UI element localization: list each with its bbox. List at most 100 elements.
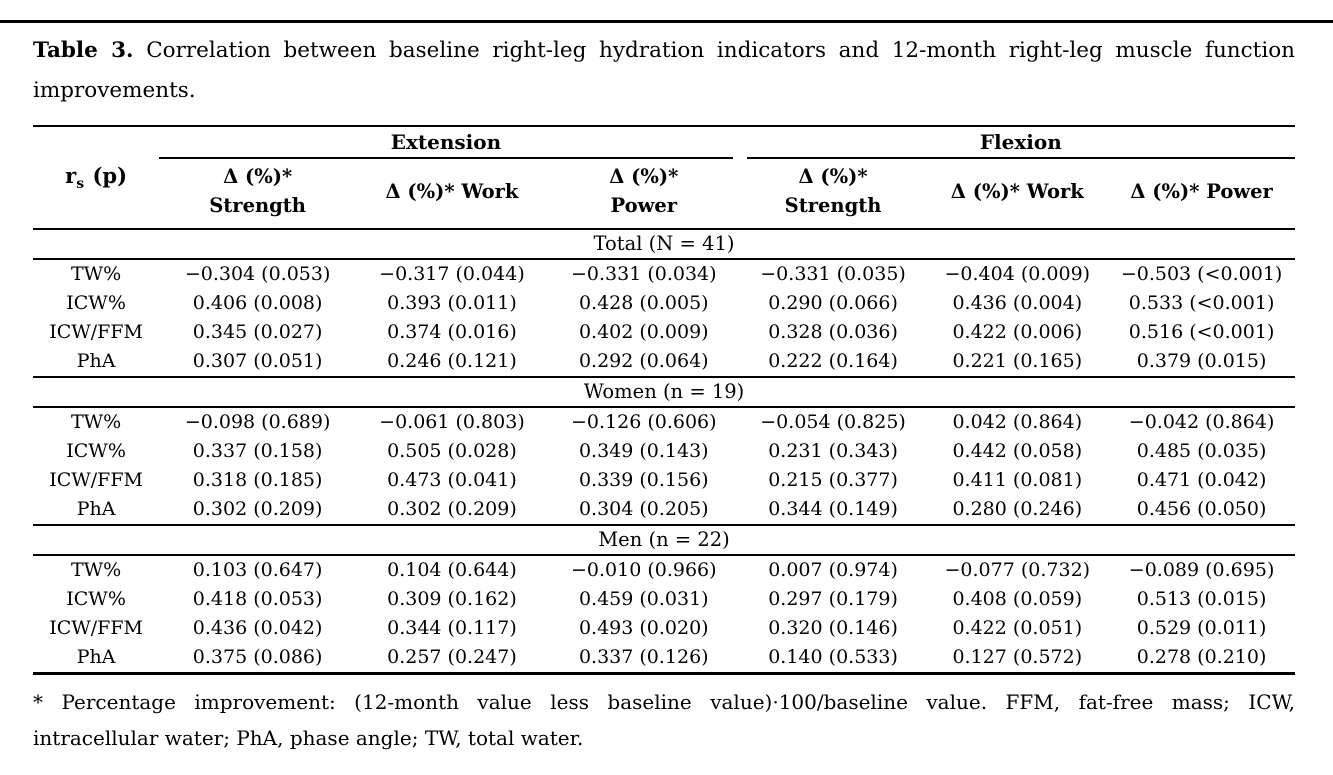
corner-header-subscript: s [76,176,85,193]
corner-header-base: r [65,162,77,188]
value-cell: 0.278 (0.210) [1136,646,1267,668]
column-header-ext-work: Δ (%)* Work [356,159,548,230]
row-label: ICW/FFM [49,321,143,343]
value-cell: 0.337 (0.158) [192,440,323,462]
value-cell: 0.379 (0.015) [1136,350,1267,372]
table-caption-label: Table 3. [33,38,134,63]
value-cell: 0.246 (0.121) [387,350,517,372]
row-label: PhA [76,498,116,520]
data-row: ICW/FFM 0.345 (0.027) 0.374 (0.016) 0.402 (… [33,318,1295,347]
value-cell: −0.098 (0.689) [184,411,331,433]
row-label: ICW/FFM [49,617,143,639]
value-cell: 0.302 (0.209) [192,498,323,520]
value-cell: −0.317 (0.044) [379,263,525,285]
row-label: PhA [76,350,116,372]
table-caption-text: Correlation between baseline right-leg h… [146,38,1295,63]
value-cell: 0.337 (0.126) [578,646,709,668]
value-cell: 0.140 (0.533) [768,646,898,668]
value-cell: 0.516 (<0.001) [1128,321,1275,343]
row-label: ICW% [66,292,126,314]
value-cell: 0.406 (0.008) [192,292,323,314]
value-cell: −0.010 (0.966) [570,559,717,581]
value-cell: −0.503 (<0.001) [1120,263,1283,285]
section-header-row: Women (n = 19) [33,376,1295,408]
row-label: TW% [70,411,122,433]
row-label: TW% [70,559,122,581]
row-label: PhA [76,646,116,668]
column-header-ext-power: Δ (%)* Power [547,159,740,230]
data-row: ICW% 0.406 (0.008) 0.393 (0.011) 0.428 (0.0… [33,289,1295,318]
group-header-flexion-label: Flexion [746,127,1295,159]
value-cell: 0.456 (0.050) [1136,498,1267,520]
value-cell: 0.436 (0.004) [952,292,1083,314]
table-header: rs (p) Extension Flexion Δ (%)* Strength… [33,126,1295,230]
column-header-ext-strength: Δ (%)* Strength [159,159,357,230]
value-cell: −0.042 (0.864) [1128,411,1275,433]
value-cell: −0.126 (0.606) [570,411,717,433]
value-cell: 0.442 (0.058) [952,440,1083,462]
value-cell: 0.422 (0.006) [952,321,1083,343]
value-cell: 0.104 (0.644) [387,559,517,581]
data-row: PhA 0.307 (0.051) 0.246 (0.121) 0.292 (0.06… [33,347,1295,377]
data-row: PhA 0.302 (0.209) 0.302 (0.209) 0.304 (0.20… [33,495,1295,525]
table-caption-line2: improvements. [33,78,196,103]
group-header-flexion: Flexion [740,126,1295,159]
value-cell: 0.231 (0.343) [768,440,898,462]
section-header-row: Men (n = 22) [33,524,1295,556]
data-row: ICW% 0.337 (0.158) 0.505 (0.028) 0.349 (0.1… [33,437,1295,466]
value-cell: −0.304 (0.053) [184,263,331,285]
value-cell: 0.505 (0.028) [387,440,517,462]
value-cell: 0.471 (0.042) [1136,469,1267,491]
table-caption-line1: Table 3. Correlation between baseline ri… [33,31,1295,71]
value-cell: 0.280 (0.246) [952,498,1083,520]
corner-header-rs-p: rs (p) [33,126,159,229]
value-cell: 0.436 (0.042) [192,617,323,639]
value-cell: −0.054 (0.825) [760,411,906,433]
correlation-table: rs (p) Extension Flexion Δ (%)* Strength… [33,125,1295,675]
value-cell: 0.007 (0.974) [768,559,898,581]
value-cell: 0.222 (0.164) [768,350,898,372]
page-divider-line [0,20,1333,23]
value-cell: 0.418 (0.053) [192,588,323,610]
value-cell: 0.408 (0.059) [952,588,1083,610]
data-row: TW% −0.098 (0.689) −0.061 (0.803) −0.126 (0… [33,407,1295,437]
value-cell: 0.393 (0.011) [387,292,517,314]
value-cell: 0.320 (0.146) [768,617,898,639]
data-row: TW% 0.103 (0.647) 0.104 (0.644) −0.010 (0.9… [33,555,1295,585]
value-cell: 0.529 (0.011) [1136,617,1267,639]
value-cell: −0.331 (0.034) [570,263,717,285]
row-label: ICW% [66,588,126,610]
table-footnote-line1: * Percentage improvement: (12-month valu… [33,690,1295,714]
value-cell: −0.089 (0.695) [1128,559,1275,581]
value-cell: −0.077 (0.732) [944,559,1091,581]
group-header-extension: Extension [159,126,739,159]
value-cell: 0.302 (0.209) [387,498,517,520]
value-cell: 0.127 (0.572) [952,646,1083,668]
value-cell: 0.292 (0.064) [578,350,709,372]
value-cell: 0.344 (0.149) [768,498,898,520]
data-row: PhA 0.375 (0.086) 0.257 (0.247) 0.337 (0.12… [33,643,1295,674]
table-footnote-line2: intracellular water; PhA, phase angle; T… [33,726,584,750]
value-cell: 0.344 (0.117) [387,617,517,639]
section-label: Total (N = 41) [33,228,1295,260]
value-cell: 0.257 (0.247) [387,646,517,668]
row-label: ICW% [66,440,126,462]
value-cell: 0.304 (0.205) [578,498,709,520]
group-header-extension-label: Extension [159,127,733,159]
value-cell: 0.328 (0.036) [768,321,898,343]
subheader-row: Δ (%)* Strength Δ (%)* Work Δ (%)* Power… [33,159,1295,230]
section-label: Women (n = 19) [33,376,1295,408]
data-row: ICW/FFM 0.436 (0.042) 0.344 (0.117) 0.493 (… [33,614,1295,643]
column-header-flex-work: Δ (%)* Work [926,159,1109,230]
value-cell: 0.309 (0.162) [387,588,517,610]
value-cell: 0.042 (0.864) [952,411,1083,433]
value-cell: 0.513 (0.015) [1136,588,1267,610]
row-label: ICW/FFM [49,469,143,491]
value-cell: 0.473 (0.041) [387,469,517,491]
value-cell: 0.307 (0.051) [192,350,323,372]
value-cell: 0.318 (0.185) [192,469,323,491]
value-cell: 0.339 (0.156) [578,469,709,491]
group-header-row: rs (p) Extension Flexion [33,126,1295,192]
table-figure: Table 3. Correlation between baseline ri… [33,31,1295,756]
value-cell: 0.374 (0.016) [387,321,517,343]
